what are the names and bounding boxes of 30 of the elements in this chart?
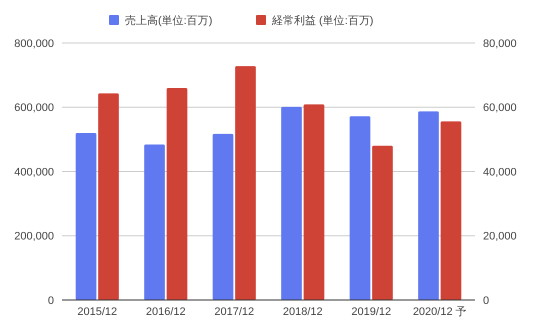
bar: [144, 144, 165, 300]
bar: [304, 104, 324, 300]
x-tick-label: 2018/12: [282, 306, 323, 318]
x-tick-label: 2020/12 予: [412, 306, 467, 318]
bar: [76, 132, 96, 300]
y2-tick-label: 60,000: [483, 102, 517, 114]
bar: [98, 93, 119, 300]
legend-label: 経常利益 (単位:百万): [271, 14, 374, 27]
y-tick-label: 200,000: [14, 230, 54, 243]
bar: [212, 134, 234, 300]
y2-tick-label: 80,000: [483, 38, 517, 50]
bar: [235, 66, 256, 300]
bar: [350, 116, 370, 300]
legend-label: 売上高(単位:百万): [125, 14, 212, 27]
y-tick-label: 600,000: [14, 102, 54, 114]
y2-tick-label: 40,000: [483, 166, 517, 178]
bar: [372, 146, 393, 300]
y-tick-label: 400,000: [14, 166, 54, 178]
bar: [440, 121, 462, 300]
y2-tick-label: 0: [483, 294, 490, 307]
y2-tick-label: 20,000: [483, 230, 517, 243]
bar: [418, 111, 439, 300]
bar: [166, 88, 188, 300]
x-tick-label: 2019/12: [351, 306, 392, 318]
y-tick-label: 800,000: [14, 38, 54, 50]
bar: [281, 106, 302, 300]
y-tick-label: 0: [48, 294, 54, 307]
x-tick-label: 2015/12: [77, 306, 118, 318]
x-tick-label: 2017/12: [214, 306, 254, 318]
x-tick-label: 2016/12: [146, 306, 186, 318]
